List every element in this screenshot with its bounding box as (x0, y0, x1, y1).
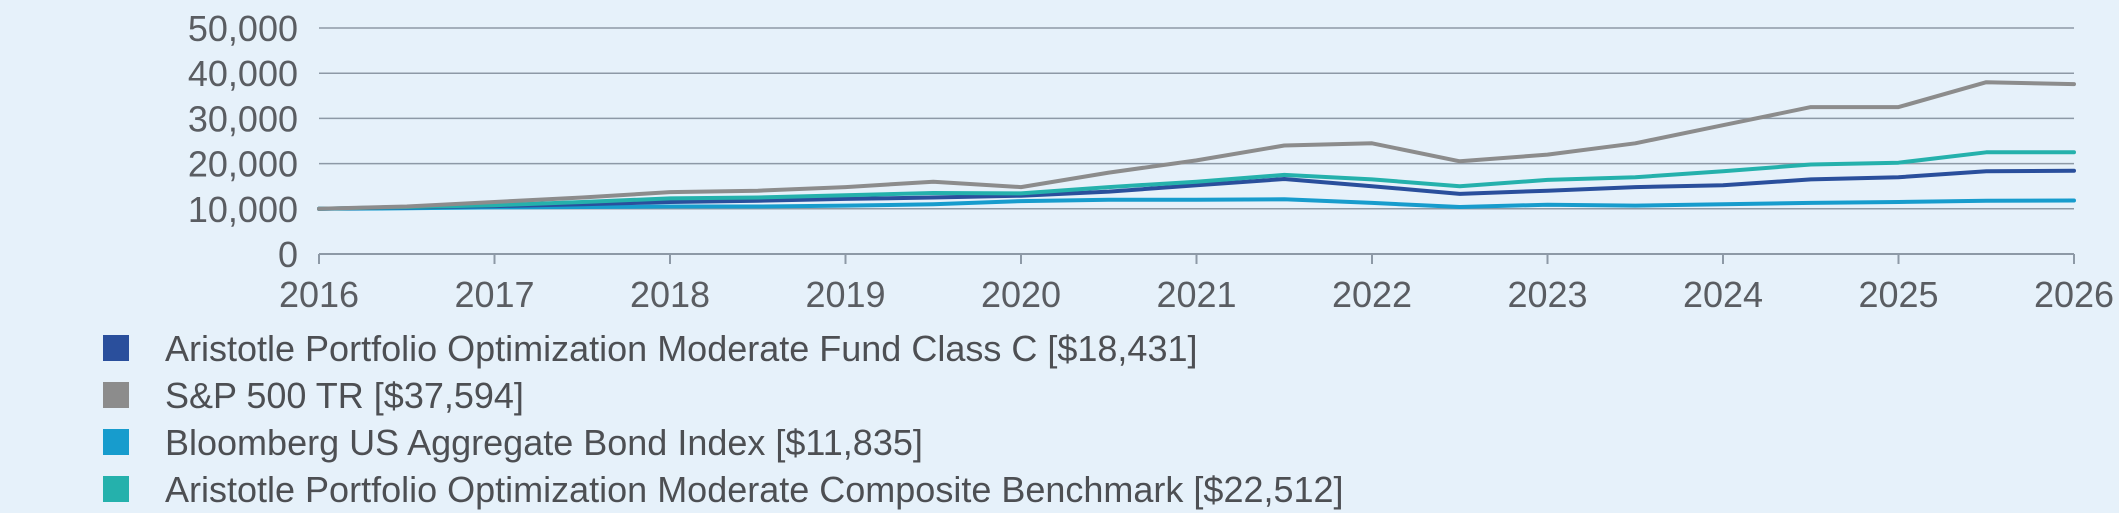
legend-label: Bloomberg US Aggregate Bond Index [$11,8… (165, 422, 923, 463)
x-tick-label: 2017 (454, 274, 534, 315)
legend-swatch (103, 429, 129, 455)
legend-swatch (103, 476, 129, 502)
x-tick-label: 2018 (630, 274, 710, 315)
x-axis (318, 253, 2075, 264)
x-tick-label: 2026 (2034, 274, 2114, 315)
x-tick-label: 2020 (981, 274, 1061, 315)
legend-swatch (103, 382, 129, 408)
y-tick-label: 0 (278, 234, 298, 275)
y-tick-label: 20,000 (188, 144, 298, 185)
y-tick-label: 40,000 (188, 53, 298, 94)
legend-label: S&P 500 TR [$37,594] (165, 375, 524, 416)
x-tick-label: 2023 (1507, 274, 1587, 315)
legend: Aristotle Portfolio Optimization Moderat… (103, 328, 1344, 510)
series-line (317, 168, 2076, 211)
legend-label: Aristotle Portfolio Optimization Moderat… (165, 328, 1198, 369)
y-tick-label: 10,000 (188, 189, 298, 230)
x-tick-label: 2025 (1858, 274, 1938, 315)
x-tick-label: 2022 (1332, 274, 1412, 315)
legend-label: Aristotle Portfolio Optimization Moderat… (165, 469, 1344, 510)
gridlines (319, 27, 2074, 255)
y-tick-label: 30,000 (188, 98, 298, 139)
x-tick-label: 2024 (1683, 274, 1763, 315)
legend-swatch (103, 335, 129, 361)
series-line (317, 197, 2076, 211)
x-tick-label: 2021 (1156, 274, 1236, 315)
y-tick-label: 50,000 (188, 8, 298, 49)
x-axis-tick-labels: 2016 2017 2018 2019 2020 2021 2022 2023 2024 2025… (279, 274, 2114, 315)
series-line (317, 150, 2076, 211)
x-tick-label: 2016 (279, 274, 359, 315)
series-line (317, 80, 2076, 211)
x-tick-label: 2019 (805, 274, 885, 315)
series-lines (317, 80, 2076, 211)
